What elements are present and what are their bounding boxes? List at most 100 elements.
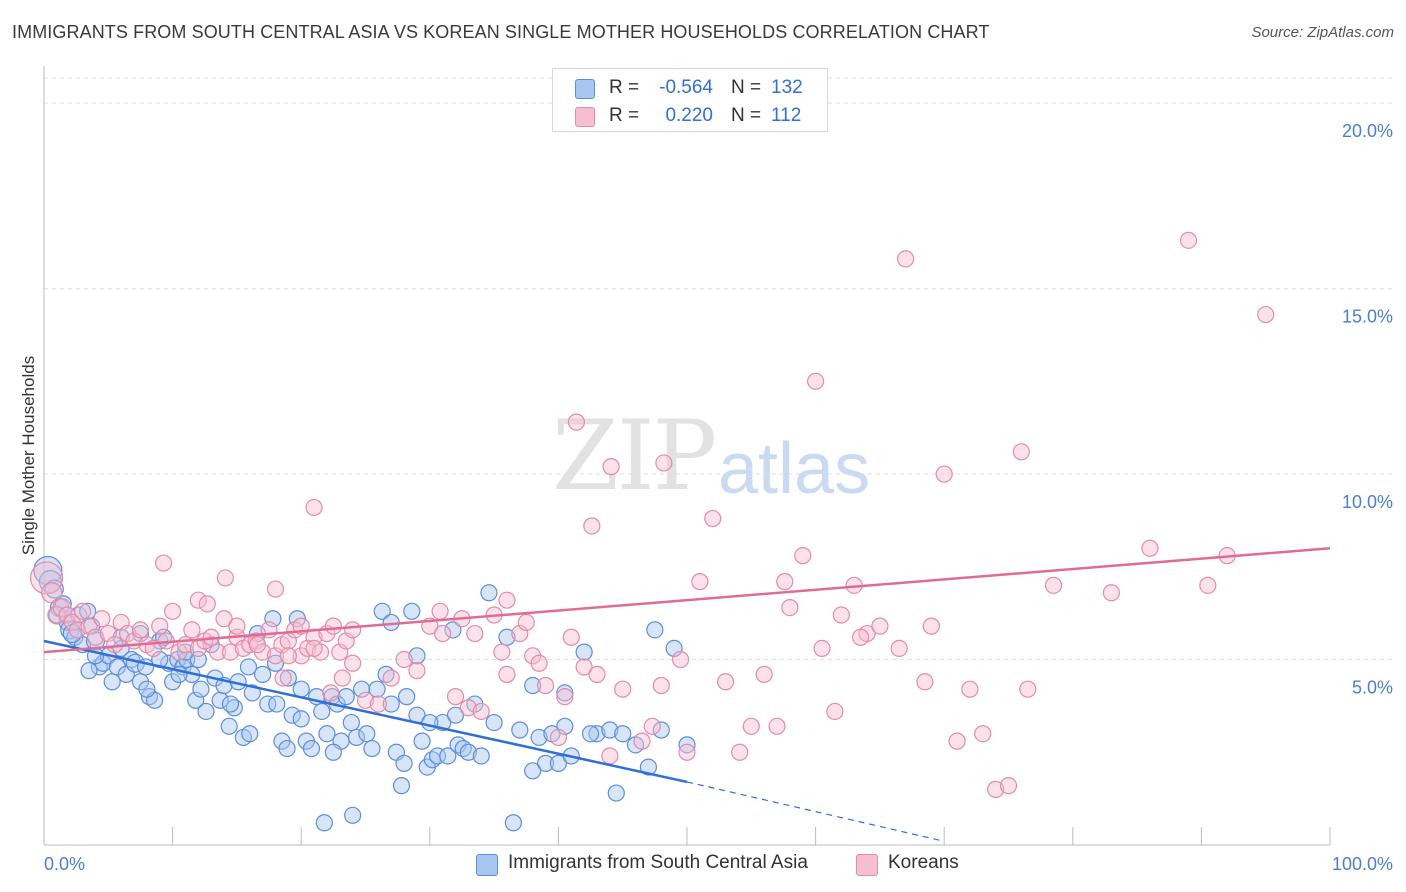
data-point-koreans [731,743,749,761]
data-point-koreans [556,688,574,706]
data-point-koreans [493,643,511,661]
data-point-immigrants [549,754,568,772]
legend-r-label: R = [609,105,640,126]
data-point-koreans [643,717,661,735]
data-point-koreans [472,702,490,721]
data-point-koreans [987,780,1005,798]
data-point-immigrants [259,695,277,713]
data-point-koreans [73,602,92,620]
data-point-koreans [459,699,477,717]
data-point-koreans [279,647,297,665]
data-point-koreans [601,747,619,765]
data-point-koreans [999,777,1018,795]
data-point-koreans [832,606,850,624]
data-point-koreans [228,617,246,635]
data-point-immigrants [187,691,205,709]
data-point-koreans [305,639,323,657]
y-tick-label: 10.0% [1342,492,1393,512]
data-point-koreans [93,610,111,628]
data-point-immigrants [652,721,670,739]
trendline-immigrants [43,639,688,784]
data-point-immigrants [337,688,355,706]
data-point-koreans [1141,539,1159,557]
source-label: Source: ZipAtlas.com [1251,24,1394,41]
data-point-immigrants [239,658,258,676]
data-point-immigrants [103,673,121,691]
data-point-immigrants [581,725,600,743]
data-point-koreans [961,680,979,698]
data-point-koreans [333,669,351,687]
data-point-koreans [154,554,173,572]
data-point-koreans [652,676,670,695]
data-point-immigrants [368,680,386,698]
legend-label-immigrants: Immigrants from South Central Asia [508,852,808,873]
data-point-immigrants [264,610,282,628]
data-point-immigrants [221,695,240,713]
data-point-immigrants [243,684,261,702]
data-point-koreans [431,602,449,620]
data-point-koreans [776,573,794,591]
data-point-koreans [151,617,169,635]
data-point-immigrants [220,717,238,735]
data-point-koreans [344,621,362,639]
data-point-immigrants [524,676,542,695]
data-point-immigrants [382,695,400,713]
x-tick-label: 100.0% [1332,854,1393,874]
data-point-immigrants [283,706,301,724]
data-point-immigrants [392,777,411,795]
data-point-immigrants [480,584,498,602]
legend-row-koreans: R = 0.220 N = 112 [553,103,827,131]
data-point-immigrants [318,725,336,743]
data-point-immigrants [439,747,457,765]
data-point-immigrants [278,739,296,758]
data-point-immigrants [588,725,606,743]
data-point-koreans [344,654,362,672]
legend-swatch-blue [575,79,595,99]
legend-n-label: N = [731,105,762,126]
data-point-immigrants [413,732,431,750]
data-point-koreans [248,636,267,654]
data-point-immigrants [138,680,156,698]
data-point-koreans [215,610,233,628]
data-point-koreans [1044,576,1063,594]
data-point-immigrants [556,684,574,702]
data-point-koreans [916,673,934,691]
data-point-koreans [517,613,535,632]
data-point-koreans [382,669,400,687]
correlation-legend: R = -0.564 N = 132 R = 0.220 N = 112 [552,68,828,132]
y-tick-label: 20.0% [1342,121,1393,141]
data-point-immigrants [268,695,286,713]
data-point-koreans [588,665,606,683]
data-point-koreans [755,665,773,683]
data-point-immigrants [80,662,98,680]
data-point-koreans [498,665,516,683]
data-point-immigrants [347,728,366,747]
trendline-koreans [43,546,1331,654]
data-point-immigrants [511,721,529,739]
data-point-koreans [86,628,105,646]
data-point-immigrants [197,702,215,721]
data-point-koreans [704,509,722,528]
legend-label-koreans: Koreans [888,852,959,873]
data-point-immigrants [646,621,664,639]
data-point-koreans [897,250,915,268]
data-point-koreans [655,454,673,472]
legend-swatch-pink [575,107,595,127]
chart-title: IMMIGRANTS FROM SOUTH CENTRAL ASIA VS KO… [12,22,990,42]
data-point-koreans [408,662,426,680]
y-tick-label: 15.0% [1342,307,1393,327]
watermark-zip: ZIP [552,400,717,512]
data-point-koreans [813,639,831,657]
data-point-koreans [530,654,548,672]
data-point-immigrants [575,643,593,661]
data-point-koreans [948,732,966,750]
data-point-koreans [498,591,516,609]
data-point-koreans [794,547,812,565]
data-point-koreans [549,728,568,747]
data-point-immigrants [421,713,439,732]
data-point-koreans [567,413,586,431]
data-point-immigrants [313,702,331,721]
data-point-immigrants [241,725,259,743]
data-point-koreans [1012,443,1030,461]
